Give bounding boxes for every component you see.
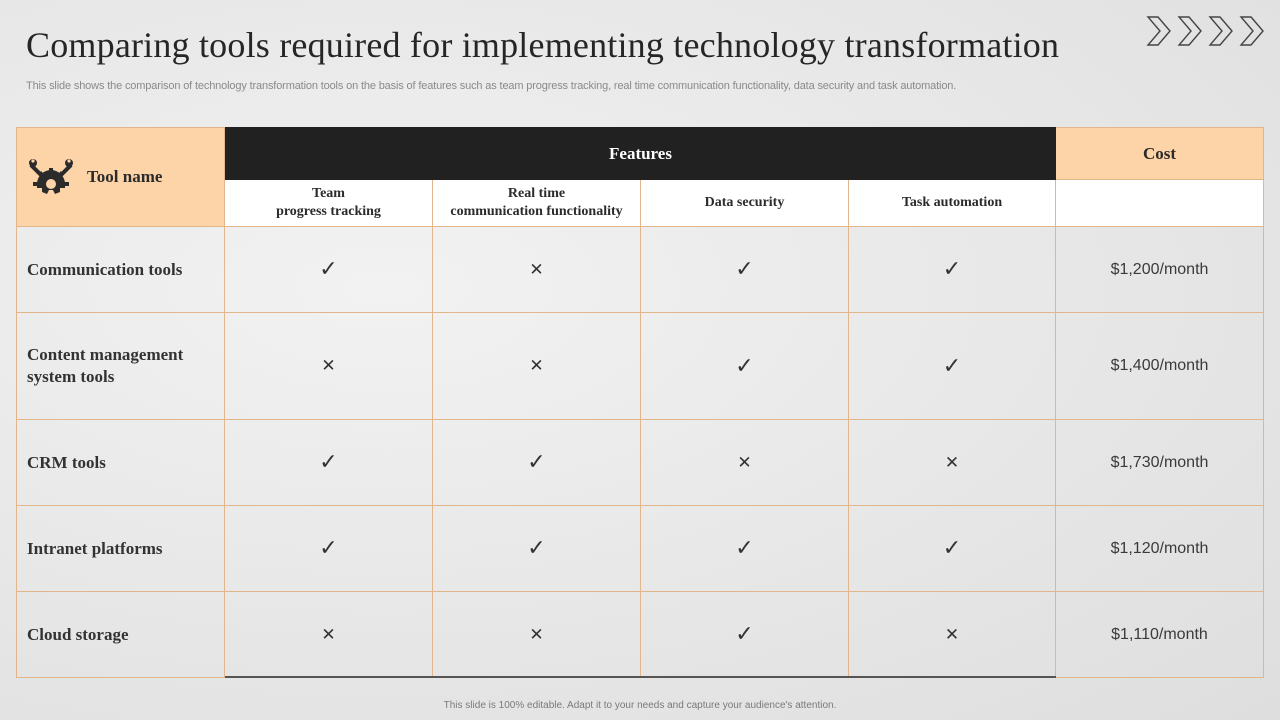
cross-icon: ✕ [737, 452, 752, 473]
check-icon: ✓ [319, 450, 338, 475]
feature-cell: ✕ [849, 420, 1056, 506]
cross-icon: ✕ [944, 624, 960, 645]
tools-gear-icon [29, 159, 73, 194]
check-icon: ✓ [735, 353, 754, 379]
check-icon: ✓ [735, 257, 754, 282]
tool-row-name: Content management system tools [16, 313, 225, 420]
feature-col-task-automation: Task automation [849, 180, 1056, 227]
check-icon: ✓ [942, 536, 962, 561]
feature-col-label: Real time communication functionality [450, 186, 623, 219]
table-bottom-rule [225, 676, 1056, 678]
check-icon: ✓ [319, 536, 338, 561]
feature-cell: ✓ [433, 420, 641, 506]
cross-icon: ✕ [529, 624, 544, 645]
tool-row-name: Communication tools [16, 227, 225, 313]
cross-icon: ✕ [529, 356, 544, 376]
cross-icon: ✕ [944, 452, 960, 473]
cross-icon: ✕ [321, 624, 336, 645]
feature-cell: ✓ [641, 227, 849, 313]
chevron-right-icon [1146, 16, 1264, 46]
check-icon: ✓ [735, 622, 754, 647]
feature-col-realtime-comm: Real time communication functionality [433, 180, 641, 227]
tool-row-cost: $1,200/month [1056, 227, 1264, 313]
feature-col-label: Data security [704, 195, 785, 210]
feature-cell: ✕ [433, 313, 641, 420]
check-icon: ✓ [942, 257, 962, 282]
feature-col-team-progress: Team progress tracking [225, 180, 433, 227]
tool-row-name: Cloud storage [16, 592, 225, 678]
feature-cell: ✕ [225, 313, 433, 420]
feature-cell: ✓ [641, 592, 849, 678]
tool-row-cost: $1,400/month [1056, 313, 1264, 420]
feature-cell: ✕ [641, 420, 849, 506]
check-icon: ✓ [527, 536, 546, 561]
feature-col-label: Team progress tracking [276, 186, 381, 219]
tool-row-name: Intranet platforms [16, 506, 225, 592]
cost-subheader-blank [1056, 180, 1264, 227]
feature-cell: ✓ [225, 506, 433, 592]
feature-cell: ✓ [849, 506, 1056, 592]
feature-cell: ✓ [849, 227, 1056, 313]
tool-name-header: Tool name [16, 127, 225, 227]
tool-row-name: CRM tools [16, 420, 225, 506]
feature-cell: ✓ [433, 506, 641, 592]
check-icon: ✓ [735, 536, 754, 561]
tool-row-cost: $1,110/month [1056, 592, 1264, 678]
tool-name-header-label: Tool name [87, 167, 163, 186]
cross-icon: ✕ [529, 259, 544, 280]
cross-icon: ✕ [321, 356, 336, 376]
feature-cell: ✕ [225, 592, 433, 678]
feature-cell: ✓ [849, 313, 1056, 420]
footer-note: This slide is 100% editable. Adapt it to… [443, 700, 837, 711]
feature-col-label: Task automation [901, 195, 1003, 210]
check-icon: ✓ [942, 353, 962, 379]
feature-cell: ✓ [641, 313, 849, 420]
page-title: Comparing tools required for implementin… [26, 25, 1060, 65]
feature-cell: ✕ [433, 227, 641, 313]
tool-row-cost: $1,120/month [1056, 506, 1264, 592]
features-header: Features [225, 127, 1056, 180]
check-icon: ✓ [527, 450, 546, 475]
feature-cell: ✕ [433, 592, 641, 678]
page-subtitle: This slide shows the comparison of techn… [26, 80, 957, 92]
cost-header: Cost [1056, 127, 1264, 180]
tool-row-cost: $1,730/month [1056, 420, 1264, 506]
feature-cell: ✕ [849, 592, 1056, 678]
check-icon: ✓ [319, 257, 338, 282]
feature-cell: ✓ [641, 506, 849, 592]
feature-cell: ✓ [225, 420, 433, 506]
feature-col-data-security: Data security [641, 180, 849, 227]
feature-cell: ✓ [225, 227, 433, 313]
